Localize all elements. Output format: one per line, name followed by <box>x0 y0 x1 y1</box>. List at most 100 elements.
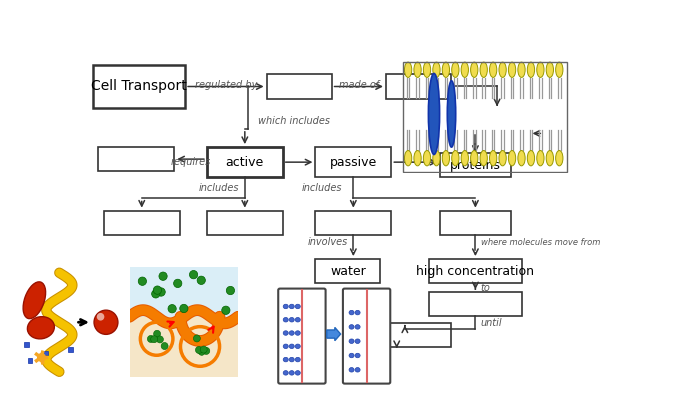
Circle shape <box>157 336 163 343</box>
Circle shape <box>461 62 468 77</box>
Circle shape <box>499 62 506 77</box>
Text: proteins: proteins <box>450 159 500 172</box>
FancyBboxPatch shape <box>440 153 511 177</box>
Circle shape <box>289 318 294 322</box>
FancyArrow shape <box>327 327 341 341</box>
Text: which includes: which includes <box>258 116 330 126</box>
Bar <box>43 351 48 356</box>
Circle shape <box>284 371 288 375</box>
Circle shape <box>499 151 506 166</box>
Circle shape <box>556 62 563 77</box>
Circle shape <box>153 286 162 294</box>
Circle shape <box>355 325 360 329</box>
Circle shape <box>180 304 188 313</box>
Circle shape <box>480 151 487 166</box>
Circle shape <box>527 62 535 77</box>
Circle shape <box>226 286 234 295</box>
Circle shape <box>152 290 160 298</box>
FancyBboxPatch shape <box>278 288 326 384</box>
Text: requires: requires <box>171 156 211 167</box>
Circle shape <box>284 304 288 309</box>
Circle shape <box>203 347 210 354</box>
Bar <box>25 342 29 347</box>
Circle shape <box>193 335 200 342</box>
FancyBboxPatch shape <box>98 147 174 171</box>
FancyBboxPatch shape <box>93 65 185 108</box>
FancyBboxPatch shape <box>267 74 332 99</box>
Text: regulated by: regulated by <box>195 80 257 90</box>
Circle shape <box>289 371 294 375</box>
Circle shape <box>161 343 168 349</box>
FancyBboxPatch shape <box>429 259 522 283</box>
Circle shape <box>452 151 459 166</box>
Circle shape <box>148 336 154 342</box>
Circle shape <box>94 310 118 334</box>
Circle shape <box>414 62 421 77</box>
Bar <box>130 267 238 317</box>
Circle shape <box>489 151 497 166</box>
Circle shape <box>349 367 354 372</box>
Circle shape <box>295 304 300 309</box>
Circle shape <box>289 331 294 335</box>
Circle shape <box>424 62 430 77</box>
Circle shape <box>349 325 354 329</box>
Circle shape <box>508 62 516 77</box>
Circle shape <box>195 347 202 353</box>
FancyBboxPatch shape <box>315 211 391 235</box>
Ellipse shape <box>447 81 456 147</box>
Circle shape <box>168 305 176 313</box>
Circle shape <box>295 357 300 362</box>
Circle shape <box>284 357 288 362</box>
Text: passive: passive <box>330 156 377 169</box>
Circle shape <box>556 151 563 166</box>
Circle shape <box>461 151 468 166</box>
Circle shape <box>355 367 360 372</box>
Circle shape <box>433 62 440 77</box>
Ellipse shape <box>23 282 46 319</box>
FancyBboxPatch shape <box>315 147 391 177</box>
Circle shape <box>198 348 205 355</box>
Circle shape <box>452 62 459 77</box>
Circle shape <box>295 344 300 349</box>
Circle shape <box>355 353 360 358</box>
Circle shape <box>139 277 146 285</box>
Text: involves: involves <box>307 237 348 247</box>
Circle shape <box>284 344 288 349</box>
Circle shape <box>284 318 288 322</box>
Circle shape <box>537 151 544 166</box>
Circle shape <box>289 357 294 362</box>
Ellipse shape <box>428 73 440 154</box>
Circle shape <box>153 330 160 337</box>
Text: until: until <box>481 318 503 327</box>
Circle shape <box>355 339 360 343</box>
FancyBboxPatch shape <box>386 74 451 99</box>
Circle shape <box>442 151 449 166</box>
Circle shape <box>222 306 230 314</box>
Circle shape <box>97 313 104 321</box>
Circle shape <box>157 288 165 296</box>
Circle shape <box>470 151 478 166</box>
Circle shape <box>546 62 554 77</box>
Circle shape <box>295 331 300 335</box>
Circle shape <box>414 151 421 166</box>
Circle shape <box>284 331 288 335</box>
Bar <box>130 317 238 377</box>
Circle shape <box>518 151 525 166</box>
Circle shape <box>480 62 487 77</box>
Bar <box>68 347 73 352</box>
Circle shape <box>289 344 294 349</box>
Circle shape <box>289 304 294 309</box>
FancyBboxPatch shape <box>343 288 391 384</box>
FancyBboxPatch shape <box>440 211 511 235</box>
Text: includes: includes <box>302 183 342 193</box>
Circle shape <box>174 279 182 288</box>
Text: includes: includes <box>199 183 239 193</box>
Text: high concentration: high concentration <box>416 264 534 277</box>
Circle shape <box>150 336 158 343</box>
Circle shape <box>489 62 497 77</box>
Ellipse shape <box>27 317 55 339</box>
FancyBboxPatch shape <box>429 292 522 316</box>
FancyBboxPatch shape <box>315 259 381 283</box>
FancyBboxPatch shape <box>207 211 283 235</box>
Circle shape <box>295 371 300 375</box>
